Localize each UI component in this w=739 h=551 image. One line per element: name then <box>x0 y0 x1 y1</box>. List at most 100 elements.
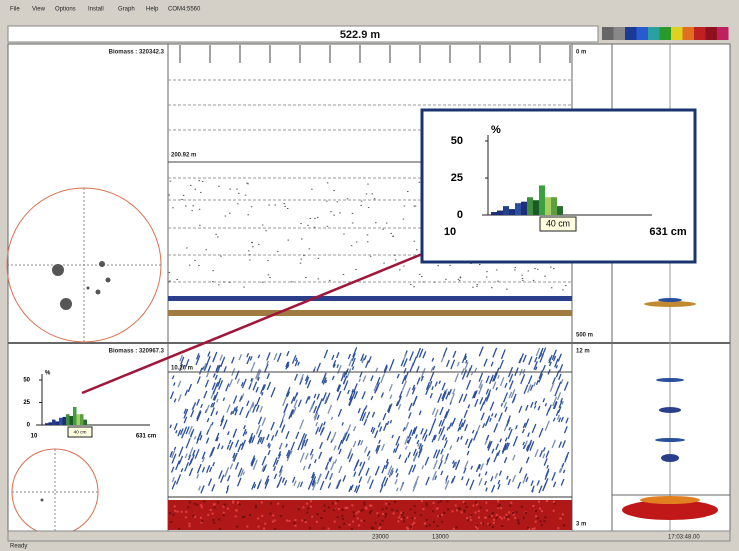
fish-echo <box>262 384 267 391</box>
bar <box>533 200 539 215</box>
seabed-echo <box>372 527 375 530</box>
fish-echo <box>211 421 214 426</box>
y-axis-label: % <box>491 124 501 136</box>
seabed-echo <box>457 507 460 510</box>
fish-echo <box>464 424 469 432</box>
seabed-echo <box>192 514 195 517</box>
fish-echo <box>555 409 560 417</box>
fish-echo <box>500 402 504 407</box>
seabed-echo <box>422 508 425 511</box>
fish-echo <box>391 359 395 364</box>
fish-echo <box>522 441 525 446</box>
fish-echo <box>353 391 358 399</box>
fish-echo <box>552 481 557 488</box>
menu-item[interactable]: Install <box>88 7 104 13</box>
seabed-echo <box>363 501 366 504</box>
fish-echo <box>489 417 492 422</box>
echo <box>250 241 253 243</box>
menu-item[interactable]: Options <box>55 7 76 13</box>
fish-echo <box>318 451 323 460</box>
seabed-echo <box>371 526 374 529</box>
fish-echo <box>337 408 343 417</box>
fish-echo <box>242 428 247 437</box>
fish-echo <box>558 441 563 448</box>
y-tick-label: 50 <box>23 378 30 384</box>
biomass-label: Biomass : 320967.3 <box>109 349 165 355</box>
fish-echo <box>346 368 352 379</box>
fish-echo <box>262 466 266 473</box>
echo <box>250 206 253 208</box>
fish-echo <box>460 435 463 440</box>
fish-echo <box>558 400 563 409</box>
y-axis-label: % <box>45 371 51 377</box>
seabed-echo <box>200 521 203 524</box>
echo <box>346 198 349 200</box>
seabed-echo <box>226 507 229 510</box>
seabed-echo <box>495 514 498 517</box>
fish-echo <box>510 388 516 399</box>
echo <box>224 215 227 217</box>
menu-item[interactable]: Help <box>146 7 159 13</box>
seabed-echo <box>460 511 463 514</box>
menu-item[interactable]: COM4:5560 <box>168 7 201 13</box>
fish-echo <box>495 443 499 451</box>
fish-echo <box>252 459 258 470</box>
fish-echo <box>188 458 193 466</box>
fish-echo <box>363 446 368 453</box>
fish-echo <box>257 436 262 445</box>
fish-echo <box>367 456 371 461</box>
seabed-echo <box>432 520 435 523</box>
menu-item[interactable]: File <box>10 7 20 13</box>
fish-echo <box>299 452 305 463</box>
echo <box>478 264 481 266</box>
fish-echo <box>388 362 394 371</box>
seabed-echo <box>333 520 336 523</box>
fish-echo <box>280 424 286 433</box>
fish-echo <box>491 484 496 493</box>
seabed-echo <box>262 527 265 530</box>
fish-echo <box>241 442 244 446</box>
fish-echo <box>528 356 533 365</box>
fish-echo <box>395 487 399 492</box>
seabed-echo <box>342 517 345 520</box>
fish-echo <box>201 456 206 463</box>
fish-echo <box>512 436 518 447</box>
fish-echo <box>237 443 242 453</box>
menu-item[interactable]: Graph <box>118 7 135 13</box>
echo <box>247 214 249 216</box>
fish-echo <box>237 477 242 487</box>
fish-echo <box>479 401 485 412</box>
seabed-echo <box>187 506 190 509</box>
fish-echo <box>420 427 424 435</box>
seabed-echo <box>178 527 181 530</box>
fish-echo <box>533 360 538 370</box>
fish-echo <box>322 392 327 402</box>
fish-echo <box>375 444 379 452</box>
fish-echo <box>250 460 254 466</box>
fish-echo <box>318 422 324 433</box>
fish-echo <box>392 448 396 453</box>
echo <box>261 281 264 283</box>
fish-echo <box>281 477 286 483</box>
seabed-echo <box>500 517 503 520</box>
fish-echo <box>343 431 348 440</box>
menu-item[interactable]: View <box>32 7 46 13</box>
fish-echo <box>196 398 200 406</box>
seabed-echo <box>510 501 513 504</box>
seabed-echo <box>379 526 382 529</box>
fish-echo <box>255 368 261 379</box>
seabed-echo <box>306 502 309 505</box>
fish-echo <box>290 450 293 455</box>
fish-echo <box>257 376 260 381</box>
fish-echo <box>463 409 468 419</box>
fish-echo <box>196 410 202 420</box>
fish-echo <box>226 485 230 490</box>
seabed-echo <box>280 514 283 517</box>
echo <box>534 268 536 270</box>
fish-echo <box>552 355 557 362</box>
fish-echo <box>302 465 306 471</box>
fish-echo <box>312 481 317 491</box>
fish-echo <box>530 401 534 408</box>
fish-echo <box>363 355 367 361</box>
seabed-echo <box>323 510 326 513</box>
